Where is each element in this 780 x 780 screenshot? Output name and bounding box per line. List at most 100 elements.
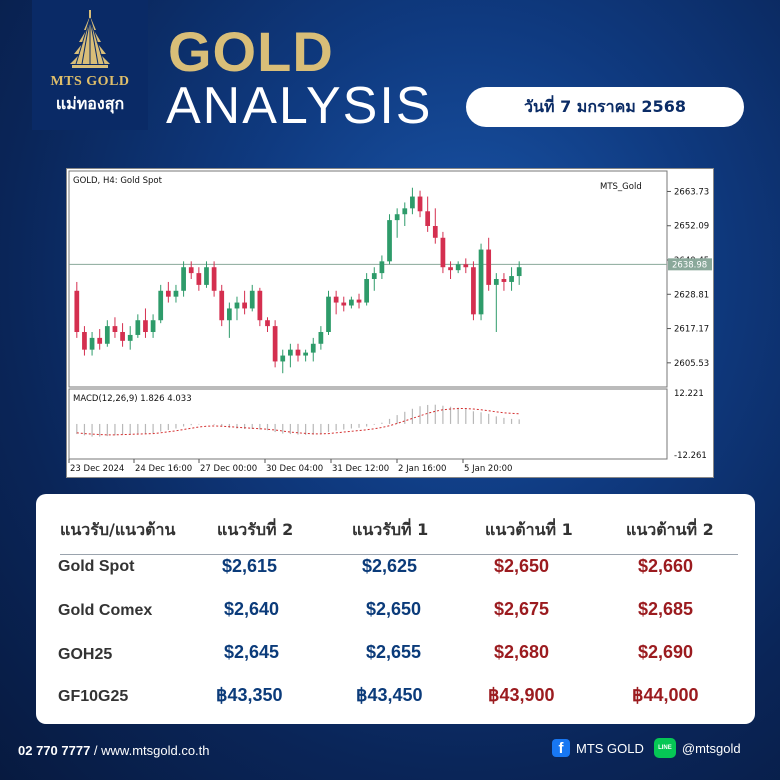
candle-body: [310, 343, 316, 353]
candle-body: [74, 290, 80, 332]
facebook-icon[interactable]: f: [552, 739, 570, 757]
website-link[interactable]: / www.mtsgold.co.th: [90, 743, 210, 758]
row-label-goh25: GOH25: [58, 646, 113, 663]
header-support-1: แนวรับที่ 1: [352, 520, 429, 539]
candle-body: [181, 267, 186, 291]
gf10g25-resistance-2: ฿44,000: [632, 685, 699, 705]
y-tick-label: 2663.73: [674, 187, 709, 197]
candle-body: [341, 302, 347, 306]
candle-body: [249, 290, 255, 309]
candle-body: [425, 211, 431, 226]
candle-body: [371, 273, 377, 279]
y-tick-label: 2652.09: [674, 222, 709, 232]
candle-body: [120, 332, 125, 341]
candle-body: [257, 290, 263, 321]
price-chart: GOLD, H4: Gold Spot MTS_Gold MACD(12,26,…: [66, 168, 714, 478]
facebook-handle[interactable]: MTS GOLD: [576, 740, 644, 756]
candle-body: [356, 299, 362, 303]
candle-body: [82, 332, 87, 350]
goh25-resistance-2: $2,690: [638, 642, 694, 662]
gold-spot-resistance-2: $2,660: [638, 556, 694, 576]
brand-name-th: แม่ทองสุก: [55, 94, 125, 113]
candle-body: [204, 267, 209, 285]
candle-body: [173, 290, 179, 297]
date-badge: วันที่ 7 มกราคม 2568: [466, 87, 744, 127]
title-gold: GOLD: [168, 20, 334, 83]
candle-body: [478, 249, 484, 315]
candle-body: [318, 332, 324, 344]
gold-comex-resistance-1: $2,675: [494, 599, 550, 619]
candle-body: [448, 267, 453, 271]
candle-body: [455, 264, 461, 271]
candle-body: [265, 320, 270, 327]
x-tick-label: 23 Dec 2024: [70, 464, 124, 474]
candle-body: [516, 267, 522, 277]
gold-spot-support-2: $2,615: [222, 556, 278, 576]
header-divider: [60, 554, 738, 555]
candle-body: [440, 237, 446, 268]
macd-signal-line: [76, 408, 520, 436]
candle-body: [326, 296, 331, 332]
header-levels: แนวรับ/แนวต้าน: [60, 520, 176, 539]
candle-body: [97, 337, 103, 344]
chart-svg: GOLD, H4: Gold Spot MTS_Gold MACD(12,26,…: [68, 170, 712, 474]
goh25-support-2: $2,645: [224, 642, 280, 662]
phone-number[interactable]: 02 770 7777: [18, 743, 91, 758]
row-label-gold-spot: Gold Spot: [58, 558, 135, 575]
candle-body: [349, 299, 354, 306]
candle-body: [89, 337, 95, 350]
candle-body: [387, 220, 392, 262]
candle-body: [104, 326, 110, 344]
header-resistance-2: แนวต้านที่ 2: [626, 520, 714, 539]
x-tick-label: 5 Jan 20:00: [464, 464, 512, 474]
candle-body: [158, 290, 164, 321]
candle-body: [127, 334, 133, 341]
candle-body: [486, 249, 492, 285]
gf10g25-resistance-1: ฿43,900: [488, 685, 555, 705]
candle-body: [379, 261, 385, 274]
gold-comex-support-2: $2,640: [224, 599, 280, 619]
candle-body: [165, 290, 171, 297]
gold-comex-support-1: $2,650: [366, 599, 422, 619]
chart-title: GOLD, H4: Gold Spot: [73, 176, 163, 186]
gold-comex-resistance-2: $2,685: [638, 599, 694, 619]
candle-body: [112, 326, 118, 332]
candle-body: [432, 226, 438, 238]
candle-body: [410, 196, 415, 209]
candle-body: [471, 267, 476, 315]
line-icon[interactable]: LINE: [653, 738, 676, 758]
x-tick-label: 27 Dec 00:00: [200, 464, 257, 474]
candle-body: [219, 290, 225, 321]
x-tick-label: 30 Dec 04:00: [266, 464, 323, 474]
candle-body: [402, 208, 408, 215]
x-tick-label: 2 Jan 16:00: [398, 464, 446, 474]
candle-body: [211, 267, 217, 291]
candle-body: [242, 302, 247, 309]
candle-body: [394, 214, 400, 221]
social-links: f MTS GOLD LINE @mtsgold: [552, 738, 741, 758]
gf10g25-support-2: ฿43,350: [216, 685, 283, 705]
candle-body: [150, 320, 156, 332]
x-tick-label: 24 Dec 16:00: [135, 464, 192, 474]
candle-body: [364, 279, 370, 303]
chart-watermark: MTS_Gold: [600, 182, 642, 192]
macd-pane: [68, 388, 668, 460]
candle-body: [196, 273, 202, 285]
line-handle[interactable]: @mtsgold: [681, 740, 741, 756]
title-analysis: ANALYSIS: [166, 77, 433, 135]
candle-body: [280, 355, 286, 362]
levels-table: แนวรับ/แนวต้าน แนวรับที่ 2 แนวรับที่ 1 แ…: [36, 494, 755, 724]
brand-name-en: MTS GOLD: [50, 74, 130, 89]
x-tick-label: 31 Dec 12:00: [332, 464, 389, 474]
pagoda-logo-icon: [70, 10, 110, 68]
y-tick-label: 2617.17: [674, 325, 709, 335]
brand-logo: MTS GOLD แม่ทองสุก: [32, 0, 148, 130]
y-tick-label: 2628.81: [674, 290, 709, 300]
date-text: วันที่ 7 มกราคม 2568: [524, 96, 686, 116]
candle-body: [303, 352, 308, 356]
header-resistance-1: แนวต้านที่ 1: [485, 520, 573, 539]
row-label-gf10g25: GF10G25: [58, 688, 129, 705]
goh25-support-1: $2,655: [366, 642, 422, 662]
candle-body: [501, 279, 507, 282]
gold-spot-support-1: $2,625: [362, 556, 418, 576]
